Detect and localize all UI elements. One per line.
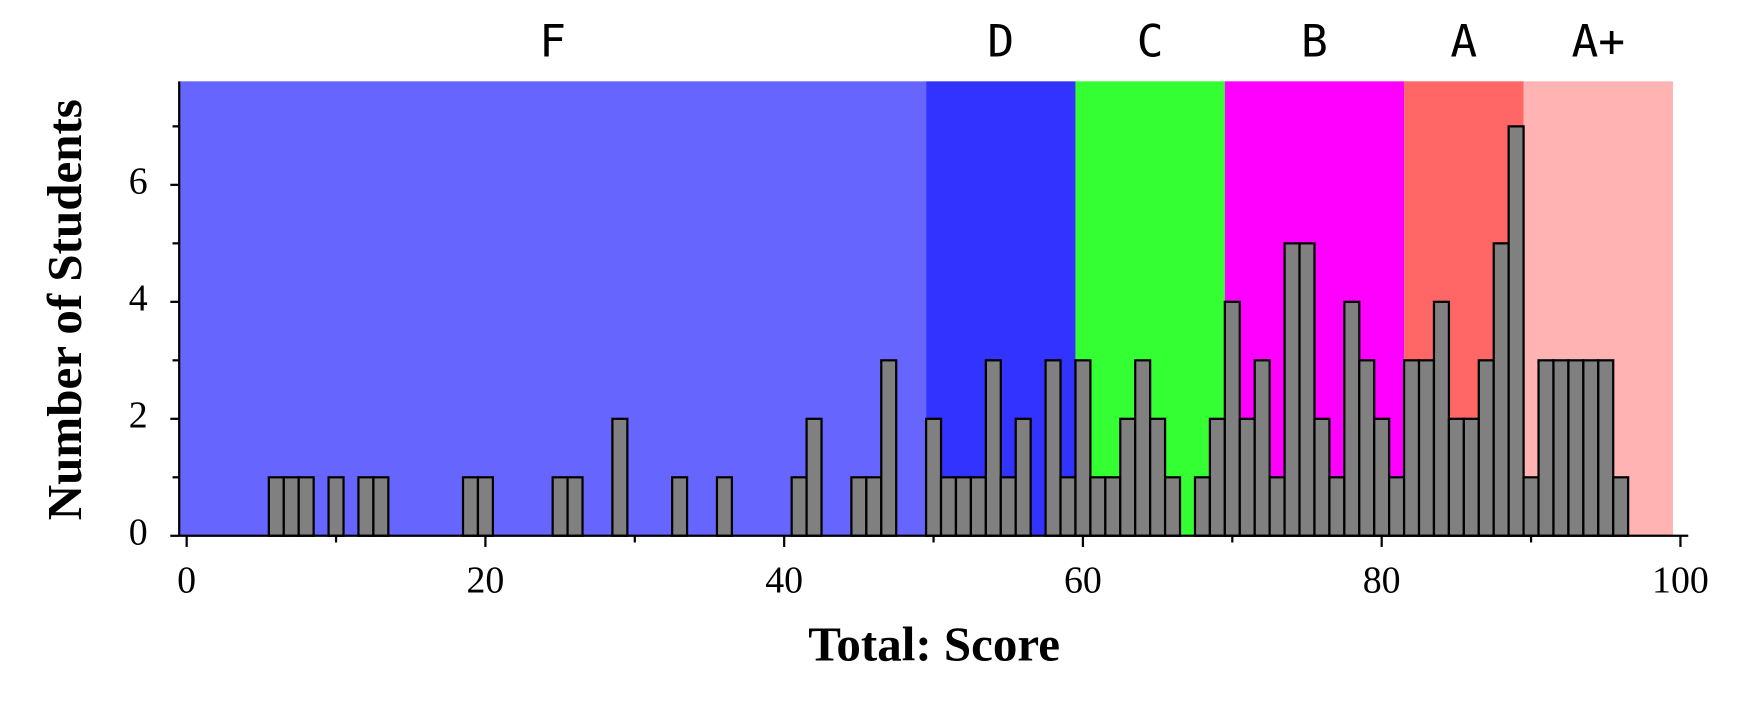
histogram-bar [924,417,943,537]
grade-band-label: C [1137,16,1164,68]
histogram-bar [1104,476,1122,537]
histogram-bar [1134,359,1152,537]
x-tick-label: 60 [1064,559,1102,601]
histogram-bar [1402,359,1421,537]
histogram-bar [1597,359,1615,537]
y-tick-label: 4 [129,278,148,320]
histogram-bar [1343,300,1361,537]
histogram-bar [1462,417,1480,537]
histogram-bar [1059,476,1077,537]
histogram-bar [1582,359,1600,537]
histogram-bar [1193,476,1212,537]
histogram-bar [671,476,689,537]
grade-band-label: B [1301,16,1328,68]
histogram-bar [1074,359,1092,537]
histogram-bar [954,476,973,537]
histogram-bar [357,476,375,537]
histogram-bar [1522,476,1540,537]
histogram-bar [297,476,315,537]
histogram-bar [372,476,390,537]
histogram-bar [1537,359,1555,537]
histogram-bar [1373,417,1391,537]
histogram-bar [551,476,569,537]
histogram-bar [1119,417,1137,537]
histogram-bar [1208,417,1226,537]
histogram-bar [1238,417,1256,537]
grade-band-label: F [539,16,566,68]
histogram-bar [1417,359,1436,537]
histogram-bar [999,476,1017,537]
histogram-bar [1358,359,1376,537]
histogram-bar [476,476,495,537]
histogram-bar [1298,242,1316,537]
histogram-bar [1447,417,1465,537]
histogram-bar [611,417,629,537]
y-tick-label: 2 [129,395,148,437]
histogram-bar [1253,359,1271,537]
histogram-bar [969,476,987,537]
x-tick-label: 40 [765,559,803,601]
y-axis-title: Number of Students [37,99,92,520]
histogram-bar [1149,417,1167,537]
histogram-bar [880,359,898,537]
histogram-bar [1268,476,1286,537]
histogram-bar [850,476,868,537]
axes: 0 20 40 60 80 100 0 2 4 6 [129,81,1709,601]
histogram-bar [1328,476,1346,537]
histogram-bar [1507,125,1525,537]
histogram-bar [267,476,285,537]
histogram-bar [790,476,808,537]
histogram-bar [715,476,734,537]
histogram-bar [1223,300,1241,537]
histogram-bar [282,476,300,537]
histogram-bar [939,476,958,537]
histogram-bar [566,476,584,537]
histogram-bar [1313,417,1331,537]
histogram-bar [984,359,1002,537]
histogram-bar [1477,359,1495,537]
histogram-bar [865,476,883,537]
histogram-bar [1388,476,1406,537]
histogram-bar [1044,359,1062,537]
histogram-bar [1492,242,1510,537]
x-axis-title: Total: Score [808,617,1060,672]
x-tick-label: 80 [1363,559,1401,601]
histogram-bar [1567,359,1585,537]
histogram-bar [327,476,345,537]
histogram-bar [1089,476,1107,537]
x-tick-label: 20 [466,559,504,601]
y-tick-label: 6 [129,161,148,203]
grade-band-label: D [987,16,1014,68]
histogram-bar [1283,242,1301,537]
histogram-bar [461,476,480,537]
grade-band [179,81,927,536]
y-tick-label: 0 [129,511,148,553]
histogram-bar [1612,476,1630,537]
grade-band-label: A+ [1571,16,1625,68]
x-tick-label: 100 [1652,559,1709,601]
histogram-bar [1432,300,1451,537]
x-tick-label: 0 [177,559,196,601]
histogram-bar [1163,476,1182,537]
histogram-bar [1014,417,1032,537]
grade-band-label: A [1450,16,1477,68]
histogram-bar [805,417,823,537]
histogram-bar [1552,359,1570,537]
